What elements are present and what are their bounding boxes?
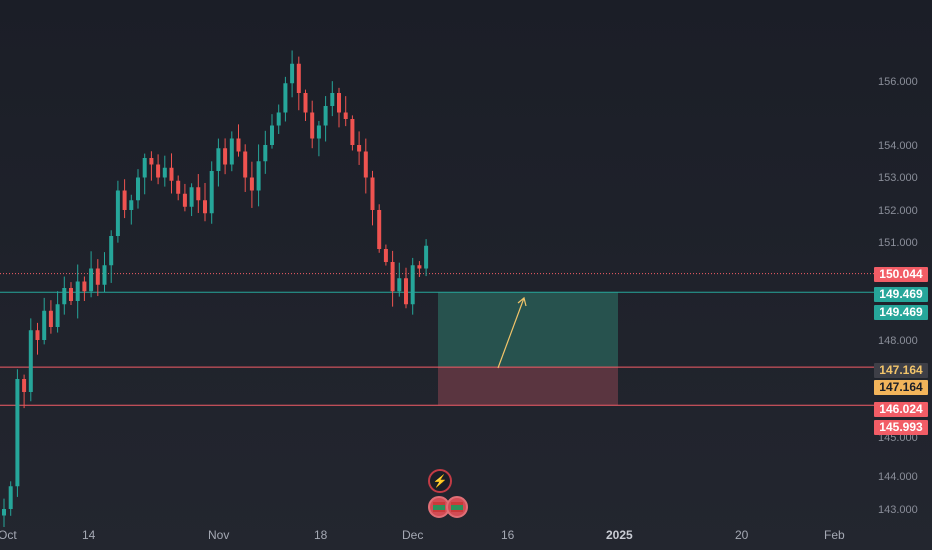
x-axis-label: Feb [824,528,845,542]
candle-body [323,106,328,126]
candle-body [397,278,402,292]
candle-body [316,125,321,139]
y-axis-label: 144.000 [878,471,918,483]
candle-body [417,265,422,269]
candle-body [377,210,382,249]
loss-zone [438,367,618,406]
y-axis-label: 151.000 [878,237,918,249]
candle-body [42,310,47,340]
candle-body [363,151,368,178]
candle-body [370,177,375,210]
candle-body [283,83,288,113]
current-price-tag: 150.044 [874,267,928,282]
candle-body [337,93,341,113]
candle-body [303,93,308,113]
x-axis-label: Nov [208,528,230,542]
candle-body [136,177,140,201]
candle-body [229,138,234,165]
candle-body [216,148,221,171]
candle-body [182,193,187,207]
candle-body [115,190,120,236]
candle-body [310,112,315,139]
candle-body [82,281,87,292]
candle-body [149,158,154,165]
candle-body [169,167,174,181]
candle-body [330,93,335,106]
stop-loss-tag: 146.024 [874,402,928,417]
y-axis-label: 153.000 [878,172,918,184]
flag-icon[interactable] [446,496,468,518]
lightning-icon[interactable]: ⚡ [428,469,452,493]
candle-body [209,171,214,214]
x-axis-label: 2025 [606,528,633,542]
candle-body [196,187,201,201]
x-axis-label: 20 [735,528,749,542]
candle-body [343,112,348,119]
candle-body [102,265,107,285]
candle-body [290,63,295,84]
x-axis-label: 14 [82,528,96,542]
candle-body [189,187,194,207]
y-axis-label: 145.000 [878,432,918,444]
candle-body [22,379,27,392]
take-profit-tag: 149.469 [874,305,928,320]
candle-body [243,151,248,178]
candle-body [350,119,355,145]
candle-body [256,161,261,191]
annotation-arrow [497,297,525,369]
candle-body [276,112,281,126]
flag-icon[interactable] [428,496,450,518]
x-axis-label: 16 [501,528,515,542]
candle-body [142,158,147,178]
candle-body [122,190,127,210]
candle-body [390,262,395,292]
entry-price-tag: 147.164 [874,380,928,395]
candle-body [62,288,67,305]
candle-body [357,145,362,152]
y-axis-label: 148.000 [878,335,918,347]
y-axis-label: 154.000 [878,140,918,152]
candle-body [15,379,20,487]
candle-body [48,310,53,327]
x-axis-label: Oct [0,528,17,542]
x-axis-label: 18 [314,528,328,542]
stop-loss-tag: 145.993 [874,420,928,435]
candle-body [129,200,134,210]
candle-body [223,148,228,165]
y-axis-label: 152.000 [878,205,918,217]
candle-body [28,330,33,392]
x-axis-label: Dec [402,528,424,542]
y-axis-label: 156.000 [878,76,918,88]
candle-body [162,167,167,178]
candle-body [424,245,429,269]
candle-body [55,304,60,327]
candle-body [410,265,415,305]
candle-body [383,249,388,262]
profit-zone [438,292,618,368]
candle-body [8,486,13,509]
candle-body [75,281,80,301]
candle-body [2,509,6,516]
take-profit-tag: 149.469 [874,287,928,302]
candle-body [95,268,100,285]
candle-body [176,180,181,194]
candle-body [296,63,301,93]
candle-body [203,200,207,214]
candle-body [69,288,73,301]
y-axis-label: 143.000 [878,504,918,516]
candle-body [236,138,241,152]
candle-body [263,145,268,162]
entry-price-tag: 147.164 [874,363,928,378]
candle-body [156,164,161,178]
candle-body [404,278,408,305]
candle-body [35,330,40,340]
candle-body [270,125,274,145]
candle-body [109,236,114,266]
candle-body [89,268,94,292]
annotation-arrow-head [517,296,527,307]
candle-body [249,177,254,191]
